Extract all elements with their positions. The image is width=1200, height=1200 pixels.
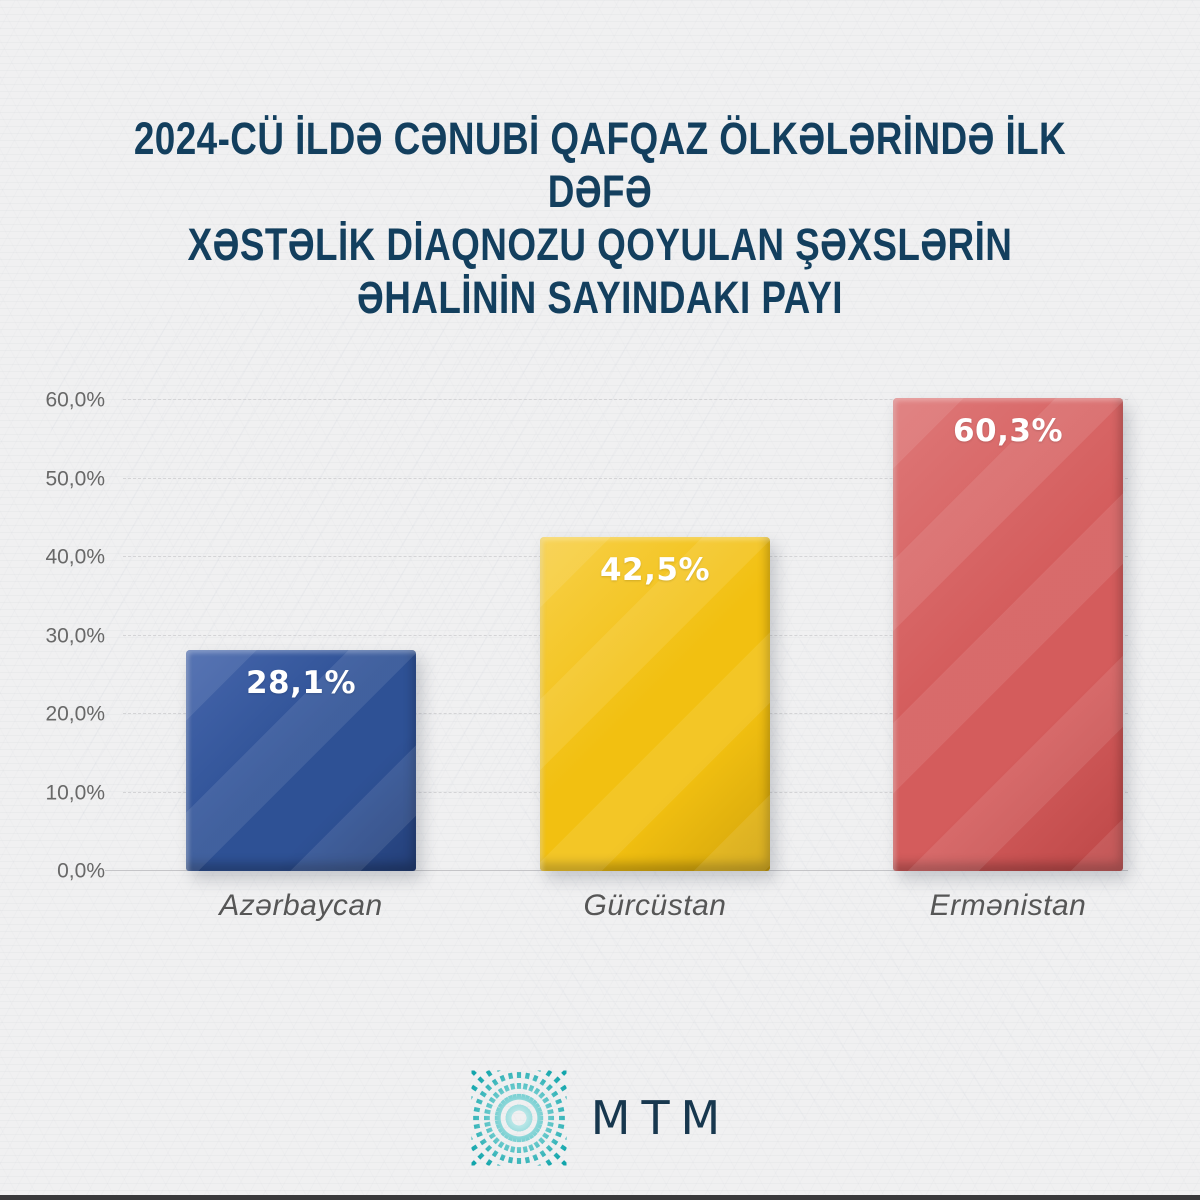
y-tick-label: 20,0%: [45, 702, 105, 726]
bar-value-label: 28,1%: [245, 665, 357, 701]
bar-azerbaycan[interactable]: 28,1%: [186, 650, 416, 871]
page-title: 2024-CÜ İLDƏ CƏNUBİ QAFQAZ ÖLKƏLƏRİNDƏ İ…: [108, 112, 1092, 324]
bar-gurcustan[interactable]: 42,5%: [540, 537, 770, 871]
title-line-3: ƏHALİNİN SAYINDAKI PAYI: [357, 272, 843, 323]
y-tick-label: 50,0%: [45, 467, 105, 490]
title-line-2: XƏSTƏLİK DİAQNOZU QOYULAN ŞƏXSLƏRİN: [187, 219, 1013, 270]
y-tick-label: 10,0%: [45, 781, 105, 804]
y-tick-label: 60,0%: [45, 388, 105, 412]
title-line-1: 2024-CÜ İLDƏ CƏNUBİ QAFQAZ ÖLKƏLƏRİNDƏ İ…: [133, 113, 1067, 217]
x-category-label-ermenistan: Ermənistan: [929, 889, 1087, 922]
y-tick-label: 30,0%: [45, 624, 105, 647]
bar-value-label: 60,3%: [952, 413, 1064, 449]
bar-chart-plot-area: 28,1% Azərbaycan 42,5% Gürcüstan 60,3% E…: [45, 331, 1128, 922]
bar-value-label: 42,5%: [599, 552, 711, 588]
gridline: [123, 477, 1128, 479]
brand-name: MTM: [590, 1091, 732, 1145]
y-tick-label: 0,0%: [57, 859, 105, 883]
y-tick-label: 40,0%: [45, 545, 105, 569]
bar-group-gurcustan: 42,5% Gürcüstan: [540, 331, 770, 922]
teal-burst-icon: [471, 1070, 567, 1166]
gridline: [123, 399, 1128, 400]
bar-group-ermenistan: 60,3% Ermənistan: [893, 331, 1123, 922]
brand-footer: MTM: [0, 1062, 1200, 1174]
x-category-label-gurcustan: Gürcüstan: [583, 889, 727, 922]
bottom-edge-strip: [0, 1195, 1200, 1200]
bar-ermenistan[interactable]: 60,3%: [893, 398, 1123, 871]
bar-group-azerbaycan: 28,1% Azərbaycan: [186, 331, 416, 922]
x-category-label-azerbaycan: Azərbaycan: [219, 889, 383, 922]
